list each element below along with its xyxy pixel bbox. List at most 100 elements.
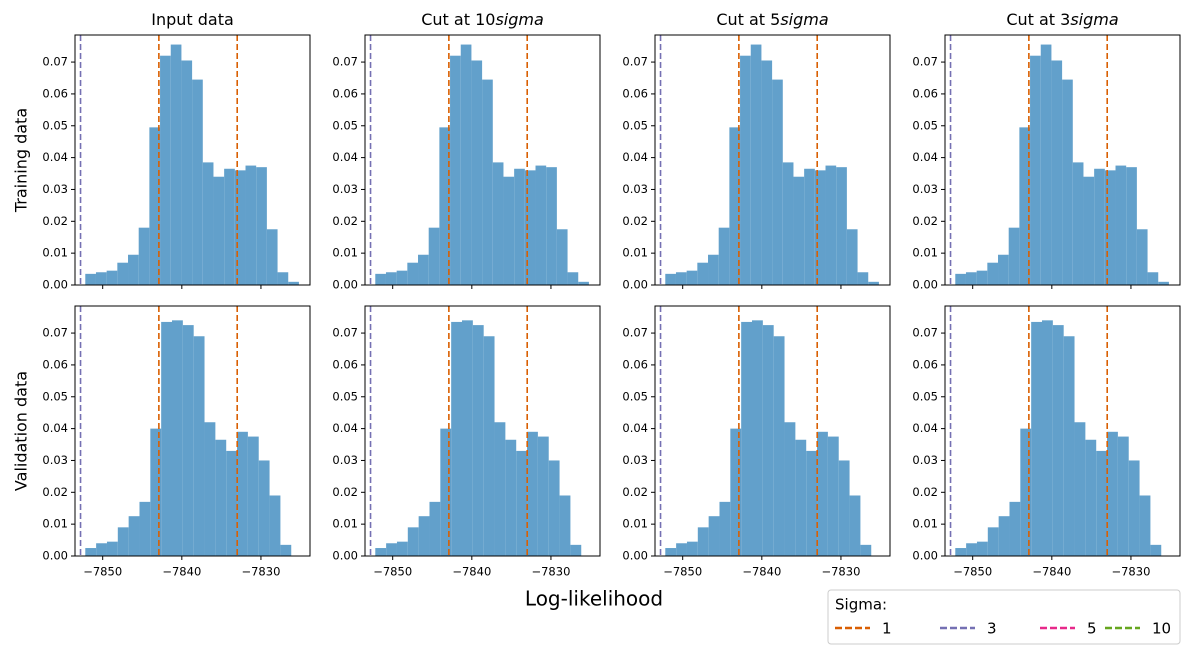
y-tick-label: 0.05 [42,389,68,403]
bar [827,436,839,556]
y-tick-label: 0.00 [42,278,68,292]
y-tick-label: 0.07 [332,55,358,69]
bar [407,527,419,556]
subplot-title: Input data [151,10,234,29]
y-tick-label: 0.00 [912,278,938,292]
axes-frame [364,34,601,286]
bar [1031,321,1043,556]
bar [1115,165,1127,285]
y-tick-label: 0.03 [42,182,68,196]
bar [85,548,97,556]
bar [524,170,536,285]
bar [836,167,847,285]
bar [708,254,719,285]
y-tick-label: 0.00 [912,549,938,563]
bar [1074,422,1086,556]
legend-label: 1 [882,620,892,638]
x-tick-label: −7840 [452,565,491,579]
bar [95,272,107,285]
bar [428,227,440,285]
legend-box [827,589,1181,645]
y-tick-label: 0.02 [912,214,938,228]
bar [665,548,677,556]
bar [460,44,472,286]
x-tick-label: −7830 [531,565,570,579]
y-tick-label: 0.01 [332,517,358,531]
bar [514,168,525,285]
bar [719,501,731,556]
bar [256,167,267,285]
bar [160,55,171,285]
y-tick-label: 0.03 [622,182,648,196]
y-tick-label: 0.06 [912,357,938,371]
y-tick-label: 0.04 [622,150,648,164]
y-tick-label: 0.07 [332,326,358,340]
bar [548,460,560,556]
legend-label: 10 [1152,620,1171,638]
bar [1083,176,1095,285]
y-tick-label: 0.05 [42,118,68,132]
x-tick-label: −7830 [1111,565,1150,579]
y-tick-label: 0.02 [332,485,358,499]
bar [741,321,753,556]
bar [181,60,193,285]
bar [193,336,205,556]
bar [1139,495,1151,556]
bar [226,450,238,556]
axes-frame [654,305,891,557]
bar [570,544,582,556]
bar [806,450,818,556]
bar [396,270,408,285]
y-tick-label: 0.05 [912,389,938,403]
bar [492,162,504,285]
y-tick-label: 0.02 [332,214,358,228]
x-tick-label: −7850 [953,565,992,579]
y-tick-label: 0.00 [332,278,358,292]
bar [1126,167,1137,285]
y-tick-label: 0.07 [622,55,648,69]
legend-title: Sigma: [835,596,887,614]
bar [567,272,579,285]
bar [266,229,278,285]
bar [418,516,430,556]
bar [825,165,837,285]
bar [269,495,281,556]
y-tick-label: 0.06 [42,86,68,100]
axes-frame [74,305,311,557]
bar [1052,325,1064,556]
bar [375,548,387,556]
bar [215,439,227,556]
bar [1040,44,1052,286]
legend-label: 5 [1087,620,1097,638]
bar [697,262,709,285]
y-tick-label: 0.07 [42,326,68,340]
y-tick-label: 0.07 [912,55,938,69]
title-part: Cut at 10 [421,10,495,29]
bar [998,516,1010,556]
bar [192,79,203,285]
subplot-title: Cut at 3sigma [1006,10,1118,29]
bar [535,165,547,285]
y-tick-label: 0.04 [912,150,938,164]
y-tick-label: 0.01 [912,517,938,531]
bar [772,79,783,285]
bar [245,165,257,285]
bar [472,325,484,556]
bar [676,543,687,556]
bar [1094,168,1105,285]
bar [277,272,289,285]
y-tick-label: 0.03 [912,453,938,467]
title-part: sigma [780,10,828,29]
bar [976,541,988,556]
y-tick-label: 0.02 [622,214,648,228]
y-tick-label: 0.06 [622,357,648,371]
bar [150,428,162,556]
bar [1150,544,1162,556]
bar [860,544,872,556]
y-tick-label: 0.03 [912,182,938,196]
bar [838,460,850,556]
bar [559,495,571,556]
bar [665,273,676,285]
bar [139,501,151,556]
